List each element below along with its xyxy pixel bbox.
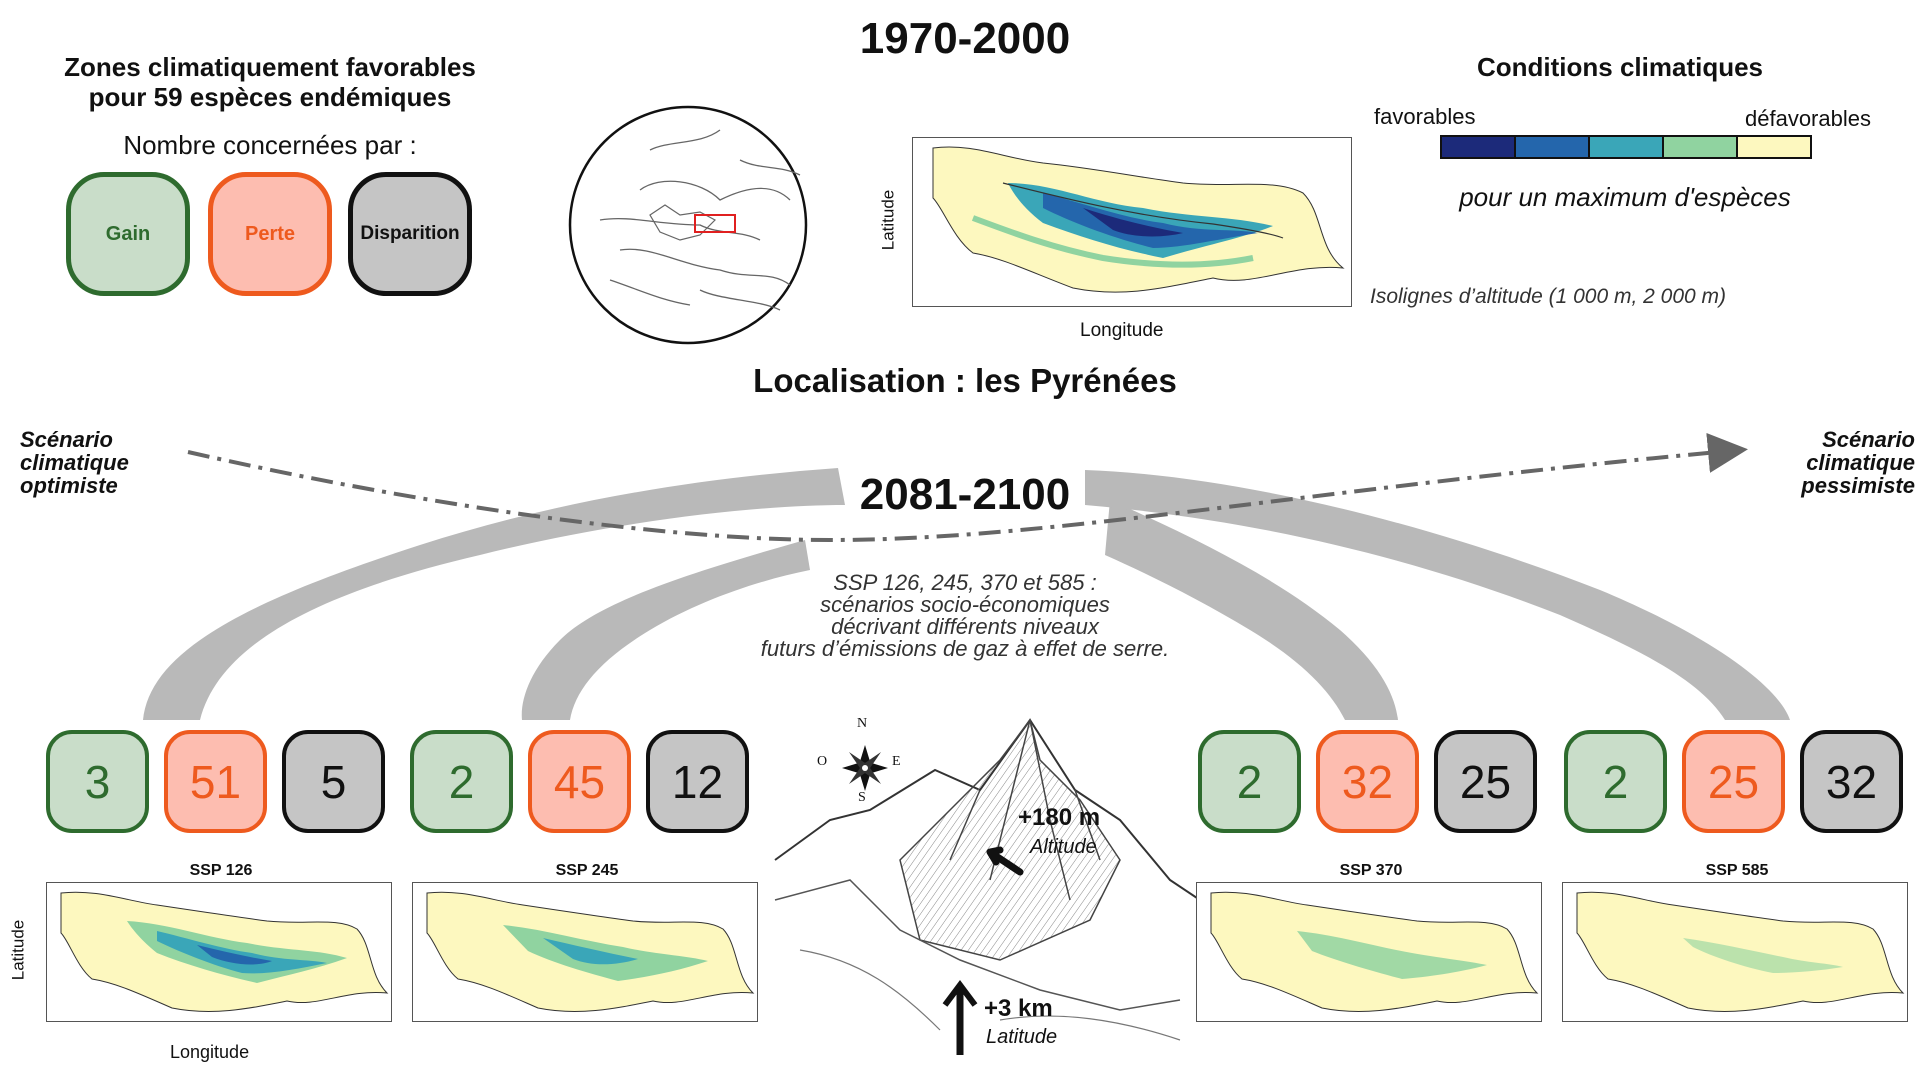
ssp370-gain-box: 2 (1198, 730, 1301, 833)
scenario-pessimist: Scénario climatique pessimiste (1740, 428, 1915, 497)
title-left-line-1: Zones climatiquement favorables (64, 52, 476, 82)
scenario-arrow (187, 432, 1748, 543)
ssp126-gain-value: 3 (84, 755, 111, 808)
scenario-optimist: Scénario climatique optimiste (20, 428, 129, 497)
period-current: 1970-2000 (859, 14, 1071, 63)
mountain-illustration (774, 718, 1201, 1055)
ssp245-map-svg (426, 891, 755, 1012)
ssp-note-line-2: scénarios socio-économiques (820, 592, 1110, 617)
ssp126-map-svg (60, 891, 389, 1012)
conditions-colorbar (1440, 135, 1814, 163)
ssp370-disparition-value: 25 (1459, 755, 1512, 808)
ssp585-disparition-box: 32 (1800, 730, 1903, 833)
title-left: Zones climatiquement favorables pour 59 … (20, 52, 520, 112)
ssp370-disparition-box: 25 (1434, 730, 1537, 833)
ssp370-map-svg (1210, 891, 1539, 1012)
compass-icon (842, 745, 888, 791)
latitude-value: +3 km (984, 995, 1053, 1022)
legend-box-gain: Gain (66, 172, 190, 296)
ssp-note-line-4: futurs d’émissions de gaz à effet de ser… (760, 636, 1170, 661)
title-left-line-2: pour 59 espèces endémiques (88, 82, 452, 112)
compass-s: S (858, 790, 866, 805)
ssp370-perte-value: 32 (1341, 755, 1394, 808)
map-current-ylabel: Latitude (878, 189, 898, 251)
ssp370-title: SSP 370 (1339, 862, 1403, 879)
ssp245-disparition-box: 12 (646, 730, 749, 833)
ssp585-gain-value: 2 (1602, 755, 1629, 808)
ssp370-gain-value: 2 (1236, 755, 1263, 808)
altitude-label: Altitude (1030, 836, 1097, 858)
colorbar-cell-2 (1514, 135, 1590, 159)
altitude-value: +180 m (1018, 804, 1101, 831)
scenario-optimist-line-3: optimiste (20, 473, 118, 498)
conditions-unfavorable: défavorables (1745, 106, 1871, 131)
colorbar-cell-1 (1440, 135, 1516, 159)
legend-box-disparition: Disparition (348, 172, 472, 296)
ssp585-map-svg (1576, 891, 1905, 1012)
map-current-xlabel: Longitude (1080, 320, 1164, 341)
conditions-title: Conditions climatiques (1476, 52, 1764, 82)
ssp245-disparition-value: 12 (671, 755, 724, 808)
flow-band-ssp245 (521, 540, 810, 720)
ssp245-perte-value: 45 (553, 755, 606, 808)
ssp126-disparition-value: 5 (320, 755, 347, 808)
scenario-pessimist-line-2: climatique (1806, 450, 1915, 475)
isolines-note: Isolignes d’altitude (1 000 m, 2 000 m) (1370, 285, 1727, 308)
period-future: 2081-2100 (859, 470, 1071, 519)
ssp126-gain-box: 3 (46, 730, 149, 833)
ssp-maps-xlabel: Longitude (170, 1042, 250, 1062)
ssp585-perte-box: 25 (1682, 730, 1785, 833)
map-current (912, 137, 1352, 307)
ssp126-title: SSP 126 (189, 862, 253, 879)
legend-gain-label: Gain (105, 222, 151, 245)
scenario-pessimist-line-1: Scénario (1822, 427, 1915, 452)
flow-band-ssp370 (1105, 500, 1398, 720)
scenario-optimist-line-1: Scénario (20, 427, 113, 452)
location-title: Localisation : les Pyrénées (753, 362, 1177, 399)
subtitle-left: Nombre concernées par : (123, 130, 417, 160)
ssp585-disparition-value: 32 (1825, 755, 1878, 808)
ssp245-gain-box: 2 (410, 730, 513, 833)
compass-e: E (892, 754, 901, 769)
flow-band-ssp126 (143, 468, 845, 720)
ssp245-perte-box: 45 (528, 730, 631, 833)
ssp245-title: SSP 245 (555, 862, 619, 879)
ssp245-map (412, 882, 758, 1022)
legend-disparition-label: Disparition (360, 223, 460, 244)
ssp126-map (46, 882, 392, 1022)
ssp585-perte-value: 25 (1707, 755, 1760, 808)
ssp-note-line-1: SSP 126, 245, 370 et 585 : (833, 570, 1097, 595)
scenario-pessimist-line-3: pessimiste (1801, 473, 1915, 498)
ssp370-map (1196, 882, 1542, 1022)
ssp126-perte-value: 51 (189, 755, 242, 808)
compass-o: O (817, 754, 828, 769)
colorbar-cell-4 (1662, 135, 1738, 159)
ssp-maps-ylabel: Latitude (8, 919, 28, 981)
ssp245-gain-value: 2 (448, 755, 475, 808)
ssp126-perte-box: 51 (164, 730, 267, 833)
ssp370-perte-box: 32 (1316, 730, 1419, 833)
latitude-label: Latitude (986, 1026, 1058, 1048)
ssp585-title: SSP 585 (1705, 862, 1769, 879)
ssp126-disparition-box: 5 (282, 730, 385, 833)
legend-perte-label: Perte (244, 222, 296, 245)
ssp585-map (1562, 882, 1908, 1022)
scenario-optimist-line-2: climatique (20, 450, 129, 475)
globe-europe-map (568, 105, 808, 345)
ssp585-gain-box: 2 (1564, 730, 1667, 833)
ssp-note: SSP 126, 245, 370 et 585 : scénarios soc… (700, 572, 1230, 660)
colorbar-cell-3 (1588, 135, 1664, 159)
compass-n: N (857, 716, 868, 731)
colorbar-cell-5 (1736, 135, 1812, 159)
ssp-note-line-3: décrivant différents niveaux (831, 614, 1099, 639)
legend-box-perte: Perte (208, 172, 332, 296)
conditions-caption: pour un maximum d'espèces (1459, 182, 1791, 212)
map-current-svg (932, 146, 1345, 293)
conditions-favorable: favorables (1374, 104, 1476, 129)
flow-band-ssp585 (1085, 470, 1790, 720)
